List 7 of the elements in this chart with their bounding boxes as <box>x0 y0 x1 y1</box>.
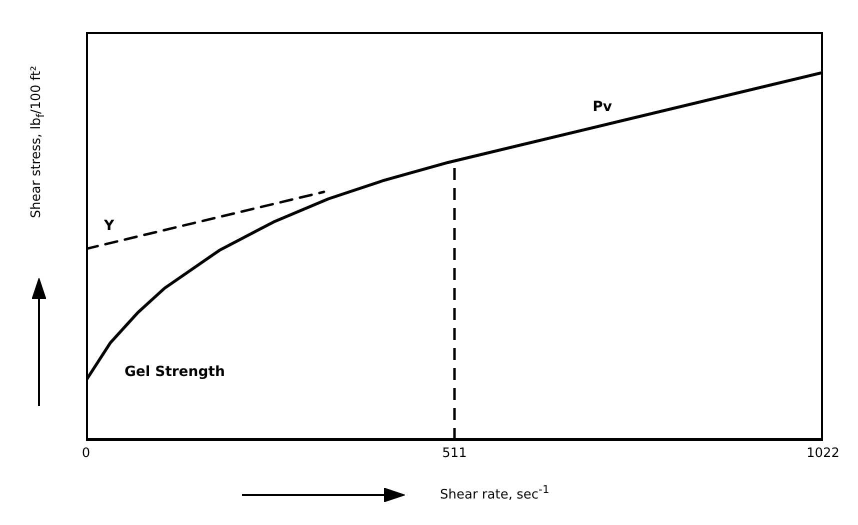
x-tick-label: 0 <box>82 446 90 462</box>
annotation: Gel Strength <box>124 364 225 380</box>
annotation: Y <box>104 218 114 234</box>
x-tick-label: 1022 <box>806 446 840 462</box>
x-axis-title: Shear rate, sec$^{-1}$ <box>440 483 550 502</box>
x-tick-label: 511 <box>442 446 467 462</box>
annotation: Pv <box>592 98 612 115</box>
